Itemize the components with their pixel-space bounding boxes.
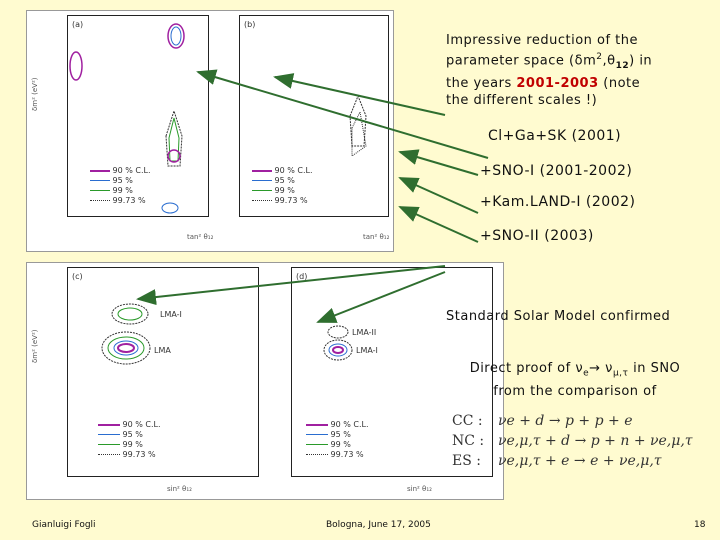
footer-venue: Bologna, June 17, 2005 xyxy=(326,520,431,530)
reaction-nc-label: NC : xyxy=(452,433,485,449)
plot-d-contours xyxy=(323,325,353,361)
axis-label-d-x: sin² θ₁₂ xyxy=(407,485,432,493)
reaction-cc: νe + d → p + p + e xyxy=(498,413,633,429)
plot-b-label: (b) xyxy=(244,20,256,29)
main-note-line3: the years 2001-2003 (note xyxy=(446,75,641,91)
plot-a-contours xyxy=(69,23,185,214)
direct-proof-line2: from the comparison of xyxy=(493,383,657,399)
arrow-sno-ii xyxy=(398,206,479,243)
main-note-line2: parameter space (δm2,θ12) in xyxy=(446,52,653,71)
axis-label-a-x: tan² θ₁₂ xyxy=(187,233,214,241)
reaction-cc-label: CC : xyxy=(452,413,483,429)
reactions-block: CC : νe + d → p + p + e NC : νe,μ,τ + d … xyxy=(452,412,714,486)
legend-b: 90 % C.L. 95 % 99 % 99.73 % xyxy=(252,166,313,206)
item-sno-i: +SNO-I (2001-2002) xyxy=(480,163,633,179)
legend-a: 90 % C.L. 95 % 99 % 99.73 % xyxy=(90,166,151,206)
plot-b: (b) 90 % C.L. 95 % 99 % 99.73 % xyxy=(239,15,389,217)
plot-a-label: (a) xyxy=(72,20,84,29)
axis-label-b-x: tan² θ₁₂ xyxy=(363,233,390,241)
axis-label-c-y: δm² (eV²) xyxy=(31,329,39,364)
legend-d: 90 % C.L. 95 % 99 % 99.73 % xyxy=(306,420,369,460)
main-note-line4: the different scales !) xyxy=(446,92,598,108)
main-note-line1: Impressive reduction of the xyxy=(446,33,639,48)
footer-page-number: 18 xyxy=(694,520,706,530)
item-cl-ga-sk: Cl+Ga+SK (2001) xyxy=(488,128,622,144)
bottom-figure-panel: (c) LMA-I LMA 90 % C.L. 95 % 99 % 99.73 … xyxy=(26,262,504,500)
footer-author: Gianluigi Fogli xyxy=(32,520,96,530)
lma-label-c: LMA xyxy=(154,346,171,355)
reaction-nc: νe,μ,τ + d → p + n + νe,μ,τ xyxy=(498,433,693,449)
direct-proof-note: Direct proof of νe→ νμ,τ in SNO from the… xyxy=(440,360,710,400)
top-figure-panel: (a) 90 % C.L. 95 % 99 % 99.73 % (b) 90 %… xyxy=(26,10,394,252)
lma2-label-d: LMA-II xyxy=(352,328,377,337)
arrow-kamland-i xyxy=(398,177,479,214)
item-sno-ii: +SNO-II (2003) xyxy=(480,228,594,244)
direct-proof-line1: Direct proof of νe→ νμ,τ in SNO xyxy=(469,361,681,379)
ssm-note: Standard Solar Model confirmed xyxy=(446,309,671,324)
legend-c: 90 % C.L. 95 % 99 % 99.73 % xyxy=(98,420,161,460)
plot-c-label: (c) xyxy=(72,272,83,281)
arrow-sno-i xyxy=(398,149,479,176)
plot-c: (c) LMA-I LMA 90 % C.L. 95 % 99 % 99.73 … xyxy=(67,267,259,477)
lma1-label-d: LMA-I xyxy=(356,346,378,355)
plot-a: (a) 90 % C.L. 95 % 99 % 99.73 % xyxy=(67,15,209,217)
main-note: Impressive reduction of the parameter sp… xyxy=(446,32,716,109)
axis-label-c-x: sin² θ₁₂ xyxy=(167,485,192,493)
item-kamland-i: +Kam.LAND-I (2002) xyxy=(480,194,636,210)
reaction-es: νe,μ,τ + e → e + νe,μ,τ xyxy=(498,453,662,469)
axis-label-a-y: δm² (eV²) xyxy=(31,77,39,112)
reaction-es-label: ES : xyxy=(452,453,481,469)
lma1-label-c: LMA-I xyxy=(160,310,182,319)
plot-c-contours xyxy=(101,303,151,365)
